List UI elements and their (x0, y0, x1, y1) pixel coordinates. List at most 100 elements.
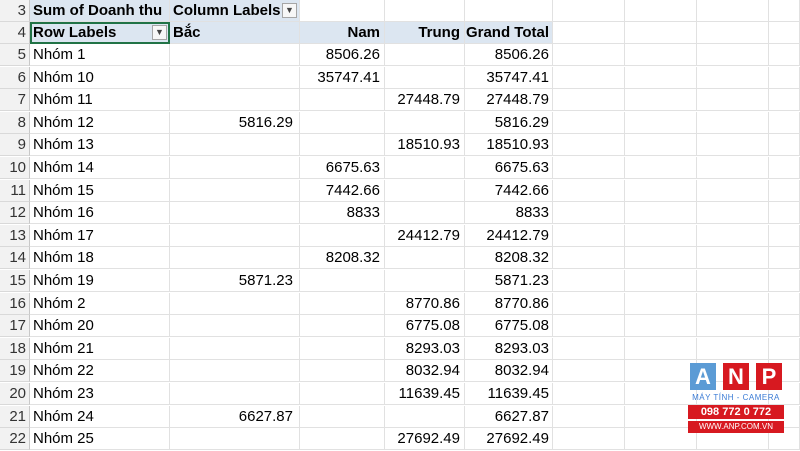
empty-cell[interactable] (625, 179, 697, 202)
column-header-nam[interactable]: Nam (300, 22, 385, 44)
value-nam[interactable] (300, 315, 385, 338)
value-bac[interactable]: 6627.87 (170, 405, 300, 428)
value-nam[interactable]: 8208.32 (300, 247, 385, 270)
row-number[interactable]: 20 (0, 383, 30, 405)
empty-cell[interactable] (625, 111, 697, 134)
row-number[interactable]: 21 (0, 405, 30, 428)
empty-cell[interactable] (697, 315, 769, 338)
empty-cell[interactable] (625, 315, 697, 338)
empty-cell[interactable] (553, 224, 625, 247)
row-number[interactable]: 4 (0, 22, 30, 44)
value-grand-total[interactable]: 11639.45 (465, 383, 553, 405)
empty-cell[interactable] (625, 428, 697, 451)
value-grand-total[interactable]: 8032.94 (465, 360, 553, 383)
empty-cell[interactable] (769, 44, 800, 66)
value-bac[interactable] (170, 89, 300, 112)
empty-cell[interactable] (625, 134, 697, 157)
value-trung[interactable]: 27448.79 (385, 89, 465, 112)
empty-cell[interactable] (769, 315, 800, 338)
column-header-trung[interactable]: Trung (385, 22, 465, 44)
empty-cell[interactable] (697, 157, 769, 179)
value-grand-total[interactable]: 27448.79 (465, 89, 553, 112)
row-number[interactable]: 6 (0, 66, 30, 89)
column-labels-header[interactable]: Column Labels (170, 0, 300, 22)
empty-cell[interactable] (769, 270, 800, 292)
empty-cell[interactable] (769, 111, 800, 134)
value-nam[interactable] (300, 134, 385, 157)
empty-cell[interactable] (553, 134, 625, 157)
empty-cell[interactable] (625, 270, 697, 292)
empty-cell[interactable] (697, 111, 769, 134)
value-nam[interactable]: 8506.26 (300, 44, 385, 66)
empty-cell[interactable] (769, 292, 800, 315)
value-trung[interactable]: 8032.94 (385, 360, 465, 383)
row-label[interactable]: Nhóm 12 (30, 111, 170, 134)
empty-cell[interactable] (625, 44, 697, 66)
row-label[interactable]: Nhóm 10 (30, 66, 170, 89)
empty-cell[interactable] (697, 0, 769, 22)
empty-cell[interactable] (625, 405, 697, 428)
value-nam[interactable] (300, 360, 385, 383)
empty-cell[interactable] (553, 270, 625, 292)
empty-cell[interactable] (625, 202, 697, 225)
value-bac[interactable] (170, 428, 300, 451)
value-bac[interactable] (170, 202, 300, 225)
value-grand-total[interactable]: 8208.32 (465, 247, 553, 270)
value-trung[interactable] (385, 179, 465, 202)
value-trung[interactable] (385, 270, 465, 292)
row-labels-filter-button[interactable]: ▼ (152, 25, 167, 40)
value-trung[interactable]: 24412.79 (385, 224, 465, 247)
empty-cell[interactable] (553, 0, 625, 22)
empty-cell[interactable] (769, 337, 800, 360)
empty-cell[interactable] (553, 383, 625, 405)
value-grand-total[interactable]: 8770.86 (465, 292, 553, 315)
empty-cell[interactable] (625, 360, 697, 383)
row-label[interactable]: Nhóm 21 (30, 337, 170, 360)
row-number[interactable]: 17 (0, 315, 30, 338)
value-nam[interactable]: 8833 (300, 202, 385, 225)
value-trung[interactable]: 18510.93 (385, 134, 465, 157)
empty-cell[interactable] (769, 66, 800, 89)
value-nam[interactable] (300, 224, 385, 247)
value-nam[interactable] (300, 428, 385, 451)
value-grand-total[interactable]: 24412.79 (465, 224, 553, 247)
empty-cell[interactable] (625, 157, 697, 179)
row-number[interactable]: 5 (0, 44, 30, 66)
empty-cell[interactable] (625, 224, 697, 247)
value-trung[interactable]: 27692.49 (385, 428, 465, 451)
empty-cell[interactable] (553, 202, 625, 225)
row-label[interactable]: Nhóm 1 (30, 44, 170, 66)
column-header-bac[interactable]: Bắc (170, 22, 300, 44)
empty-cell[interactable] (465, 0, 553, 22)
empty-cell[interactable] (553, 315, 625, 338)
value-trung[interactable]: 8293.03 (385, 337, 465, 360)
value-bac[interactable] (170, 247, 300, 270)
value-bac[interactable] (170, 337, 300, 360)
value-nam[interactable] (300, 111, 385, 134)
empty-cell[interactable] (385, 0, 465, 22)
empty-cell[interactable] (625, 337, 697, 360)
row-label[interactable]: Nhóm 23 (30, 383, 170, 405)
empty-cell[interactable] (769, 179, 800, 202)
empty-cell[interactable] (553, 157, 625, 179)
empty-cell[interactable] (553, 179, 625, 202)
empty-cell[interactable] (625, 292, 697, 315)
value-nam[interactable] (300, 405, 385, 428)
value-nam[interactable] (300, 383, 385, 405)
value-grand-total[interactable]: 5816.29 (465, 111, 553, 134)
empty-cell[interactable] (625, 66, 697, 89)
empty-cell[interactable] (697, 224, 769, 247)
value-nam[interactable] (300, 337, 385, 360)
empty-cell[interactable] (553, 247, 625, 270)
value-grand-total[interactable]: 8293.03 (465, 337, 553, 360)
value-grand-total[interactable]: 7442.66 (465, 179, 553, 202)
value-trung[interactable]: 11639.45 (385, 383, 465, 405)
empty-cell[interactable] (553, 89, 625, 112)
empty-cell[interactable] (553, 22, 625, 44)
value-grand-total[interactable]: 18510.93 (465, 134, 553, 157)
empty-cell[interactable] (697, 22, 769, 44)
row-label[interactable]: Nhóm 14 (30, 157, 170, 179)
value-trung[interactable] (385, 157, 465, 179)
value-bac[interactable] (170, 315, 300, 338)
value-bac[interactable] (170, 157, 300, 179)
